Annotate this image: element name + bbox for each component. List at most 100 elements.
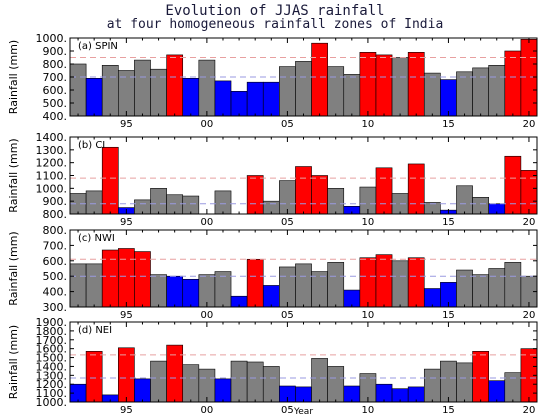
ytick-label-2-1300: 1300. — [36, 144, 68, 157]
bar-2-2006 — [295, 166, 312, 215]
xtick-label-4-2010: 10 — [362, 405, 375, 415]
xtick-label-1-2020: 20 — [523, 119, 536, 130]
bar-1-2015 — [440, 79, 457, 117]
chart-title-line2: at four homogeneous rainfall zones of In… — [106, 17, 444, 32]
bar-2-2013 — [407, 163, 425, 215]
bar-3-1994 — [101, 249, 119, 308]
bar-1-2009 — [343, 74, 361, 117]
bar-1-2004 — [262, 81, 280, 117]
bar-1-2002 — [230, 91, 248, 117]
bar-3-2018 — [488, 268, 506, 308]
xtick-label-3-2005: 05 — [281, 310, 294, 321]
bar-1-2018 — [488, 65, 506, 117]
bar-1-2008 — [327, 66, 345, 117]
ytick-label-4-1700: 1700. — [36, 334, 68, 347]
bar-1-1994 — [101, 65, 119, 117]
xtick-label-2-1995: 95 — [120, 217, 133, 228]
bar-2-2019 — [504, 155, 522, 215]
bar-2-2005 — [279, 180, 296, 215]
bar-1-2014 — [423, 72, 441, 117]
xtick-label-1-2015: 15 — [442, 119, 455, 130]
ytick-label-1-800: 800. — [43, 58, 68, 71]
bar-4-2015 — [440, 360, 457, 403]
ytick-label-4-1200: 1200. — [36, 378, 68, 391]
bar-3-2007 — [311, 271, 328, 308]
bar-3-2005 — [279, 266, 296, 308]
ytick-label-1-400: 400. — [43, 110, 68, 123]
bar-1-2005 — [279, 66, 296, 117]
bar-3-2003 — [246, 258, 264, 308]
bar-4-2003 — [246, 361, 264, 403]
bar-3-2016 — [456, 269, 473, 308]
ytick-label-1-600: 600. — [43, 84, 68, 97]
bar-3-1999 — [182, 278, 200, 308]
ytick-label-4-1400: 1400. — [36, 360, 68, 373]
bar-3-1995 — [118, 248, 135, 308]
bar-4-2011 — [375, 383, 393, 403]
xtick-label-3-2010: 10 — [362, 310, 375, 321]
ytick-label-2-1200: 1200. — [36, 157, 68, 170]
xtick-label-2-2020: 20 — [523, 217, 536, 228]
panel-label-2: (b) CI — [78, 140, 105, 151]
ytick-label-3-600: 600. — [43, 255, 68, 268]
bar-1-1999 — [182, 78, 200, 117]
bar-3-2010 — [359, 257, 377, 308]
xtick-label-4-2020: 20 — [523, 405, 536, 415]
ylabel-3: Rainfall (mm) — [7, 231, 20, 305]
ytick-label-4-1500: 1500. — [36, 352, 68, 365]
bar-1-2001 — [214, 80, 232, 117]
ytick-label-1-700: 700. — [43, 71, 68, 84]
bar-3-2012 — [391, 260, 409, 308]
bar-2-2020 — [520, 170, 538, 215]
xtick-label-1-2005: 05 — [281, 119, 294, 130]
bar-1-2010 — [359, 51, 377, 117]
xtick-label-2-2015: 15 — [442, 217, 455, 228]
xtick-label-4-2005: 05 — [281, 405, 294, 415]
bar-2-1998 — [166, 194, 184, 215]
bar-4-2007 — [311, 358, 328, 403]
bar-4-2008 — [327, 366, 345, 403]
bar-4-1999 — [182, 364, 200, 403]
bar-3-1998 — [166, 275, 184, 308]
bar-2-2017 — [472, 197, 489, 215]
bar-4-2002 — [230, 360, 248, 403]
ytick-label-3-700: 700. — [43, 239, 68, 252]
bar-1-2003 — [246, 81, 264, 117]
bar-3-1996 — [134, 251, 151, 308]
ytick-label-2-1000: 1000. — [36, 182, 68, 195]
ytick-label-1-500: 500. — [43, 97, 68, 110]
ytick-label-4-1100: 1100. — [36, 387, 68, 400]
ytick-label-3-800: 800. — [43, 224, 68, 237]
bar-3-2001 — [214, 271, 232, 308]
bar-4-1997 — [150, 360, 167, 403]
xtick-label-3-2015: 15 — [442, 310, 455, 321]
xtick-label-2-2000: 00 — [201, 217, 214, 228]
bar-1-2017 — [472, 67, 489, 117]
bar-4-2019 — [504, 372, 522, 403]
xtick-label-4-2000: 00 — [201, 405, 214, 415]
panel-label-3: (c) NWI — [78, 233, 115, 244]
xtick-label-3-2020: 20 — [523, 310, 536, 321]
bar-1-2011 — [375, 54, 393, 117]
ytick-label-4-1600: 1600. — [36, 343, 68, 356]
xtick-label-4-1995: 95 — [120, 405, 133, 415]
bar-3-2014 — [423, 288, 441, 308]
ytick-label-3-500: 500. — [43, 270, 68, 283]
bar-4-1996 — [134, 378, 151, 403]
bar-1-2007 — [311, 42, 328, 117]
bar-3-1997 — [150, 274, 167, 308]
bar-1-2016 — [456, 71, 473, 117]
bar-3-2004 — [262, 285, 280, 308]
x-axis-label: Year — [293, 407, 313, 415]
bar-1-2006 — [295, 61, 312, 117]
ylabel-2: Rainfall (mm) — [7, 138, 20, 212]
bar-4-1993 — [85, 351, 103, 403]
bar-2-1993 — [85, 190, 103, 215]
bar-3-2019 — [504, 262, 522, 308]
xtick-label-1-1995: 95 — [120, 119, 133, 130]
bar-1-2000 — [198, 59, 216, 117]
ytick-label-1-1000: 1000. — [36, 32, 68, 45]
xtick-label-1-2010: 10 — [362, 119, 375, 130]
bar-4-2004 — [262, 366, 280, 403]
